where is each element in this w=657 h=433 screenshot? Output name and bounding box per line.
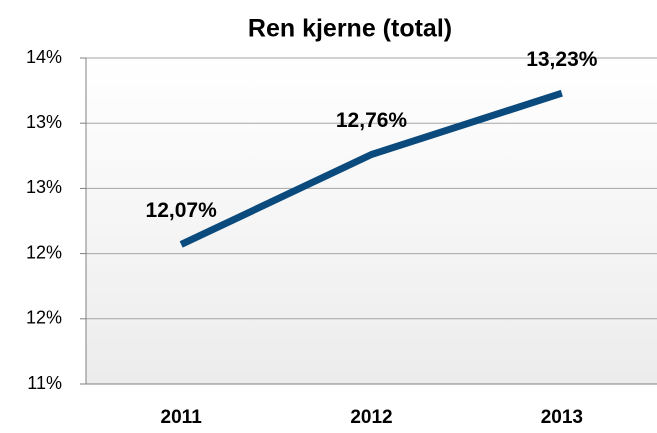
y-tick-label: 12% [26, 242, 62, 262]
data-label: 12,76% [336, 109, 408, 132]
data-label: 12,07% [146, 199, 218, 222]
y-tick-label: 11% [27, 373, 62, 393]
x-tick-label: 2011 [161, 407, 203, 428]
y-tick-label: 14% [26, 47, 62, 67]
y-tick-label: 12% [26, 308, 62, 328]
line-series [179, 89, 563, 248]
plot-area [86, 58, 657, 384]
y-tick-label: 13% [26, 177, 62, 197]
x-tick-label: 2012 [350, 407, 392, 428]
x-tick-label: 2013 [541, 407, 583, 428]
chart-title: Ren kjerne (total) [248, 15, 452, 43]
data-label: 13,23% [526, 48, 598, 71]
y-tick-label: 13% [26, 112, 62, 132]
